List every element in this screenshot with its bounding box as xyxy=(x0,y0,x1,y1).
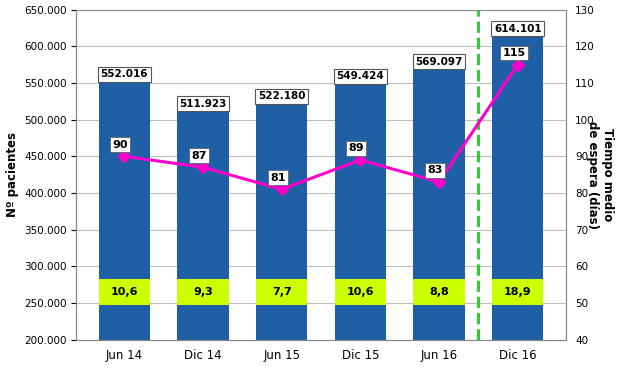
Bar xyxy=(99,279,150,305)
Bar xyxy=(335,279,386,305)
Text: 81: 81 xyxy=(270,173,285,183)
Text: 549.424: 549.424 xyxy=(337,71,384,81)
Text: 522.180: 522.180 xyxy=(258,91,306,101)
Text: 90: 90 xyxy=(113,140,128,150)
Text: 87: 87 xyxy=(192,151,207,161)
Text: 8,8: 8,8 xyxy=(429,287,449,297)
Bar xyxy=(256,279,308,305)
Text: 10,6: 10,6 xyxy=(347,287,374,297)
Bar xyxy=(177,111,229,368)
Bar xyxy=(256,103,308,368)
Text: 18,9: 18,9 xyxy=(504,287,531,297)
Bar xyxy=(414,279,464,305)
Text: 569.097: 569.097 xyxy=(415,57,463,67)
Text: 10,6: 10,6 xyxy=(110,287,138,297)
Text: 552.016: 552.016 xyxy=(100,69,148,79)
Text: 83: 83 xyxy=(427,165,443,176)
Y-axis label: Nº pacientes: Nº pacientes xyxy=(6,132,19,217)
Text: 9,3: 9,3 xyxy=(193,287,213,297)
Bar xyxy=(414,69,464,368)
Text: 115: 115 xyxy=(502,48,525,58)
Bar xyxy=(335,83,386,368)
Text: 89: 89 xyxy=(348,144,364,153)
Y-axis label: Tiempo medio
de espera (días): Tiempo medio de espera (días) xyxy=(587,121,614,229)
Bar xyxy=(177,279,229,305)
Bar xyxy=(492,36,543,368)
Text: 614.101: 614.101 xyxy=(494,24,541,34)
Bar xyxy=(492,279,543,305)
Bar xyxy=(99,81,150,368)
Text: 7,7: 7,7 xyxy=(272,287,291,297)
Text: 511.923: 511.923 xyxy=(179,99,227,109)
